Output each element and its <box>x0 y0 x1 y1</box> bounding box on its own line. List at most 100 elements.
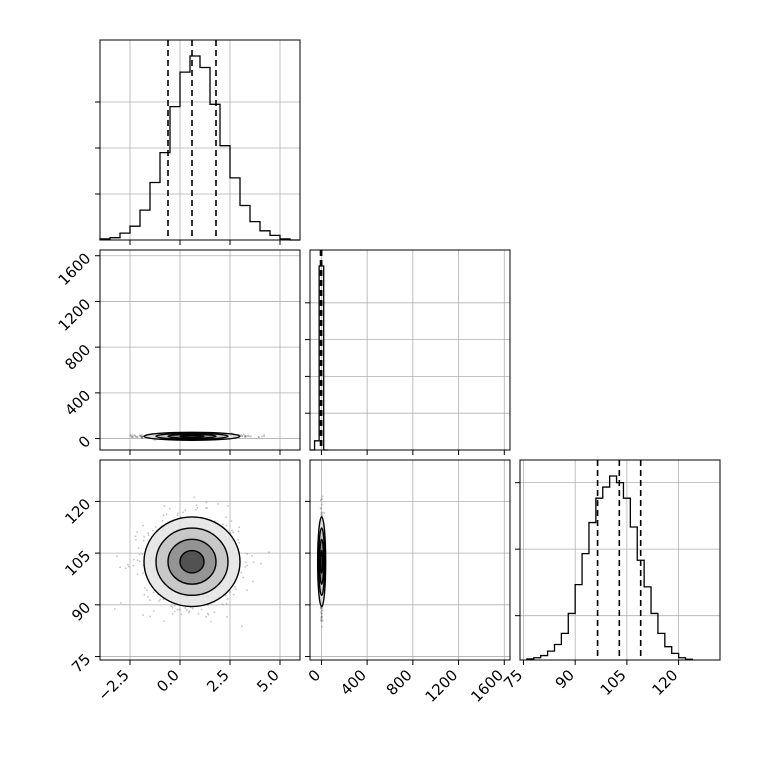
axes-frame <box>309 459 511 661</box>
scatter-point <box>244 565 247 568</box>
scatter-point <box>226 598 229 600</box>
scatter-point <box>213 611 216 614</box>
contour-line <box>317 527 326 597</box>
scatter-point <box>163 620 165 622</box>
scatter-point <box>320 612 323 615</box>
scatter-point <box>251 554 253 557</box>
scatter-point <box>261 435 263 438</box>
scatter-point <box>196 506 199 509</box>
contour-line <box>143 431 241 441</box>
scatter-point <box>321 607 323 609</box>
scatter-point <box>321 618 324 621</box>
scatter-point <box>159 598 162 601</box>
scatter-point <box>193 496 196 499</box>
axes-frame <box>519 459 721 661</box>
scatter-point <box>246 553 249 555</box>
scatter-point <box>210 620 212 623</box>
scatter-point <box>320 503 323 506</box>
scatter-point <box>320 617 323 620</box>
scatter-point <box>224 594 227 597</box>
scatter-point <box>250 435 252 438</box>
scatter-point <box>143 535 145 538</box>
axes-frame <box>99 249 301 451</box>
scatter-point <box>321 609 324 612</box>
scatter-point <box>130 436 133 438</box>
scatter-point <box>191 607 194 610</box>
scatter-point <box>141 553 144 556</box>
scatter-point <box>142 539 145 542</box>
scatter-point <box>221 603 224 606</box>
scatter-point <box>141 436 144 439</box>
scatter-point <box>171 612 174 615</box>
scatter-point <box>147 534 150 537</box>
scatter-point <box>320 613 323 616</box>
scatter-point <box>184 509 187 511</box>
scatter-point <box>152 591 155 594</box>
scatter-point <box>131 434 134 437</box>
scatter-point <box>136 435 139 438</box>
scatter-point <box>141 524 144 527</box>
scatter-point <box>177 512 179 515</box>
scatter-point <box>130 435 133 438</box>
scatter-point <box>154 526 157 528</box>
scatter-point <box>140 437 143 439</box>
axes-frame <box>309 249 511 451</box>
scatter-point <box>245 435 247 438</box>
scatter-point <box>321 495 324 498</box>
scatter-point <box>127 565 130 568</box>
scatter-point <box>168 507 171 510</box>
contour-line <box>179 434 205 438</box>
scatter-point <box>126 563 129 566</box>
scatter-point <box>176 514 179 517</box>
contour-line <box>143 516 241 608</box>
scatter-point <box>238 526 241 529</box>
scatter-point <box>320 616 323 618</box>
scatter-point <box>246 564 249 567</box>
scatter-point <box>140 435 143 438</box>
scatter-point <box>146 595 149 598</box>
scatter-point <box>205 615 208 618</box>
frames-layer <box>99 39 721 661</box>
scatter-point <box>197 612 200 615</box>
scatter-point <box>225 524 228 527</box>
scatter-point <box>241 434 244 437</box>
scatter-point <box>141 435 144 438</box>
scatter-point <box>233 585 236 588</box>
scatter-point <box>149 615 152 618</box>
scatter-point <box>263 435 265 438</box>
scatter-point <box>244 434 246 437</box>
scatter-point <box>131 436 134 438</box>
scatter-point <box>237 530 240 533</box>
contour-line <box>179 549 205 574</box>
scatter-point <box>321 511 324 514</box>
scatter-point <box>139 435 142 438</box>
scatter-point <box>320 615 323 618</box>
scatter-point <box>267 551 270 553</box>
scatter-point <box>200 608 203 611</box>
scatter-point <box>225 516 227 519</box>
scatter-point <box>134 535 137 538</box>
scatter-point <box>227 504 229 507</box>
scatter-point <box>140 433 143 436</box>
scatter-point <box>240 625 243 628</box>
scatter-point <box>231 529 233 532</box>
scatter-point <box>246 435 249 438</box>
scatter-point <box>147 532 150 535</box>
scatter-point <box>320 607 322 610</box>
scatter-point <box>170 605 173 608</box>
scatter-point <box>141 435 144 438</box>
scatter-point <box>134 434 137 437</box>
scatter-point <box>232 531 235 534</box>
scatter-point <box>240 571 243 574</box>
scatter-point <box>226 616 228 618</box>
scatter-point <box>139 435 142 437</box>
scatter-point <box>137 547 140 550</box>
scatter-point <box>242 433 245 436</box>
contour-line <box>167 433 217 439</box>
scatter-point <box>222 523 224 526</box>
scatter-point <box>321 612 323 615</box>
scatter-point <box>260 562 262 565</box>
scatter-point <box>320 625 323 628</box>
scatter-point <box>129 434 132 437</box>
scatter-point <box>263 434 266 436</box>
